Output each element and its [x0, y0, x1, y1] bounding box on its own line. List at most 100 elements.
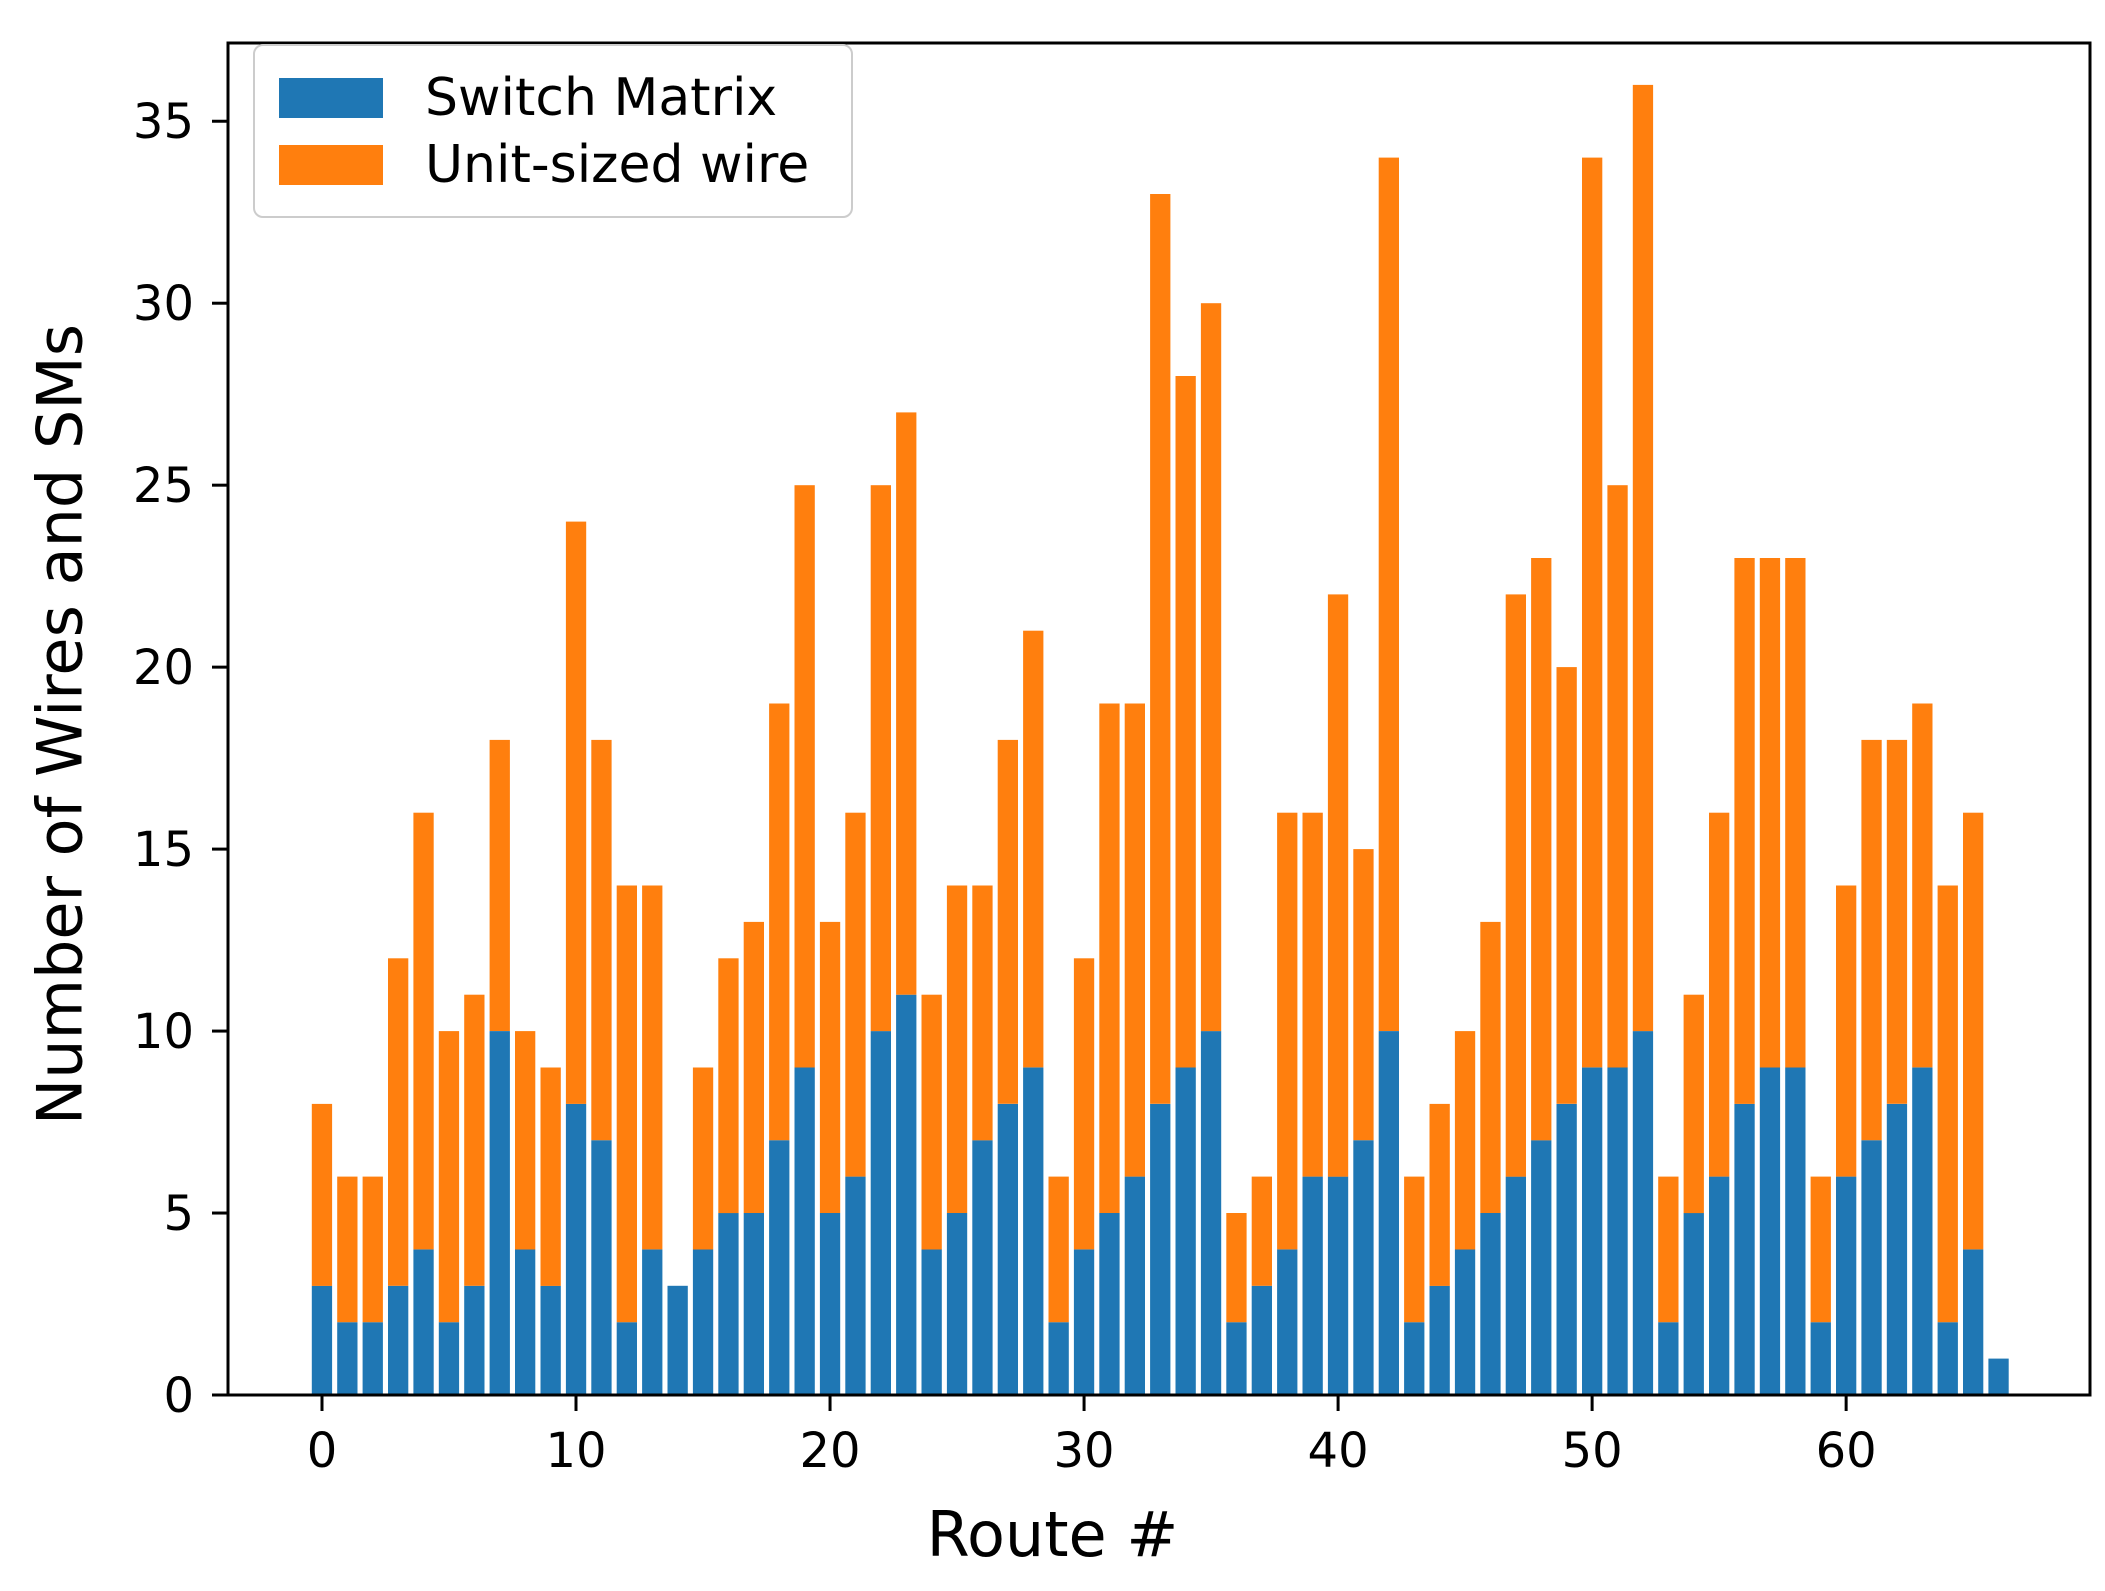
bar-segment	[1632, 1031, 1654, 1395]
bar-segment	[1937, 885, 1958, 1323]
bar-segment	[438, 1322, 460, 1395]
bar-segment	[1277, 812, 1298, 1250]
bar-segment	[1429, 1103, 1450, 1286]
y-tick-label: 5	[163, 1186, 194, 1242]
bar-segment	[1124, 1176, 1145, 1395]
bar-segment	[1582, 157, 1603, 1068]
bar-segment	[311, 1285, 333, 1395]
bar-segment	[1531, 558, 1552, 1141]
legend-label-switch-matrix: Switch Matrix	[425, 67, 778, 128]
bar-segment	[1861, 739, 1882, 1141]
bar-segment	[1099, 703, 1120, 1213]
bar-segment	[1480, 921, 1501, 1213]
bar-segment	[1505, 1176, 1526, 1395]
bar-segment	[1327, 1176, 1349, 1395]
bar-segment	[1124, 703, 1145, 1177]
y-tick-label: 25	[133, 458, 194, 514]
bar-segment	[565, 1103, 587, 1395]
bar-segment	[616, 1322, 637, 1395]
bar-segment	[1378, 1031, 1399, 1395]
bar-segment	[311, 1103, 333, 1286]
bar-segment	[692, 1067, 714, 1250]
bar-segment	[1175, 1067, 1196, 1395]
bar-segment	[819, 921, 841, 1213]
x-tick-label: 60	[1816, 1423, 1877, 1479]
bar-segment	[1709, 812, 1730, 1177]
bar-segment	[1454, 1031, 1476, 1250]
bar-segment	[1556, 667, 1577, 1104]
legend-item-unit-sized-wire: Unit-sized wire	[279, 135, 827, 195]
bar-segment	[1734, 1103, 1755, 1395]
bar-segment	[692, 1249, 714, 1395]
plot-frame	[226, 41, 2092, 1397]
bar-segment	[1785, 1067, 1806, 1395]
x-tick-label: 0	[307, 1423, 338, 1479]
bar-segment	[1937, 1322, 1958, 1395]
bar-segment	[489, 1031, 510, 1395]
bar-segment	[362, 1176, 383, 1323]
bar-segment	[1556, 1103, 1577, 1395]
bar-segment	[337, 1176, 358, 1323]
bar-segment	[565, 521, 587, 1104]
bar-segment	[972, 1140, 993, 1395]
bar-segment	[769, 703, 790, 1141]
bar-segment	[1226, 1213, 1247, 1323]
bar-segment	[438, 1031, 460, 1323]
bar-segment	[1785, 558, 1806, 1068]
bar-segment	[845, 1176, 866, 1395]
bar-segment	[489, 739, 510, 1031]
bar-segment	[845, 812, 866, 1177]
bar-segment	[819, 1213, 841, 1395]
bar-segment	[591, 1140, 612, 1395]
y-axis-label: Number of Wires and SMs	[23, 323, 97, 1126]
y-tick-label: 10	[133, 1004, 194, 1060]
legend-swatch-unit-sized-wire-icon	[279, 144, 383, 185]
bar-segment	[1023, 630, 1044, 1068]
bar-segment	[718, 958, 739, 1214]
y-tick-label: 35	[133, 94, 194, 150]
bar-segment	[870, 1031, 891, 1395]
bar-segment	[1353, 1140, 1374, 1395]
bar-segment	[1175, 376, 1196, 1068]
bar-segment	[1836, 1176, 1857, 1395]
bar-segment	[997, 1103, 1018, 1395]
bar-segment	[1658, 1322, 1679, 1395]
bar-segment	[337, 1322, 358, 1395]
bar-segment	[1632, 84, 1654, 1032]
bar-segment	[997, 739, 1018, 1104]
bar-segment	[1048, 1322, 1069, 1395]
bar-segment	[1150, 1103, 1171, 1395]
bar-segment	[1480, 1213, 1501, 1395]
bar-segment	[896, 412, 917, 995]
bar-segment	[1073, 1249, 1095, 1395]
y-tick-label: 0	[163, 1368, 194, 1424]
bar-segment	[946, 1213, 968, 1395]
bar-segment	[1759, 1067, 1781, 1395]
bar-segment	[1378, 157, 1399, 1032]
bar-segment	[1200, 1031, 1222, 1395]
bar-segment	[1251, 1176, 1272, 1286]
bar-segment	[1963, 1249, 1984, 1395]
x-tick-label: 50	[1562, 1423, 1623, 1479]
bar-segment	[1912, 703, 1933, 1068]
bar-segment	[1709, 1176, 1730, 1395]
legend-item-switch-matrix: Switch Matrix	[279, 68, 827, 128]
x-tick-label: 30	[1054, 1423, 1115, 1479]
bar-segment	[464, 1285, 485, 1395]
bar-segment	[794, 1067, 815, 1395]
bar-segment	[413, 812, 434, 1250]
bar-segment	[1836, 885, 1857, 1177]
bar-segment	[1963, 812, 1984, 1250]
bar-segment	[1302, 812, 1323, 1177]
bar-segment	[1886, 1103, 1908, 1395]
bar-segment	[540, 1067, 561, 1286]
bar-segment	[1734, 558, 1755, 1104]
bar-segment	[1048, 1176, 1069, 1323]
bar-segment	[1810, 1322, 1831, 1395]
x-axis-label: Route #	[926, 1498, 1179, 1571]
legend: Switch Matrix Unit-sized wire	[253, 44, 853, 218]
bar-segment	[769, 1140, 790, 1395]
bar-segment	[1404, 1322, 1425, 1395]
y-tick-label: 20	[133, 640, 194, 696]
